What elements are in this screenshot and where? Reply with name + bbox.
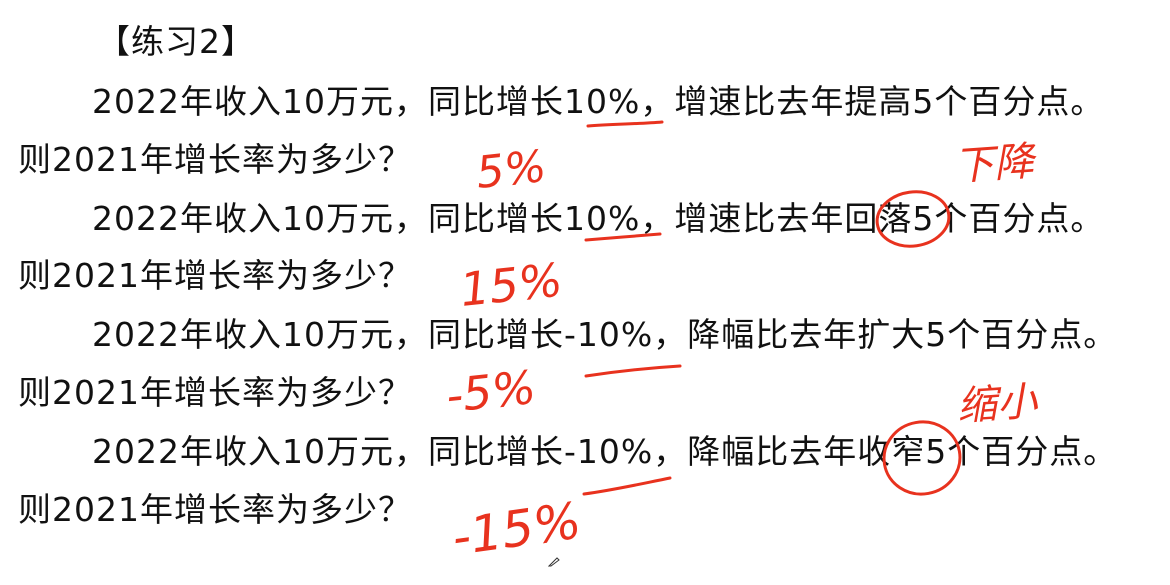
exercise-title: 【练习2】 — [97, 22, 255, 61]
question-1-text: 2022年收入10万元，同比增长10%，增速比去年提高5个百分点。 — [92, 82, 1105, 121]
handwritten-answer-3: -5% — [444, 360, 539, 423]
question-4-prompt: 则2021年增长率为多少？ — [18, 490, 412, 529]
question-3-text: 2022年收入10万元，同比增长-10%，降幅比去年扩大5个百分点。 — [92, 315, 1118, 354]
handwritten-answer-4: -15% — [449, 491, 585, 566]
question-2-text: 2022年收入10万元，同比增长10%，增速比去年回落5个百分点。 — [92, 199, 1105, 238]
handwritten-answer-1: 5% — [474, 141, 549, 199]
question-1-prompt: 则2021年增长率为多少？ — [18, 140, 412, 179]
underline-4 — [582, 476, 672, 496]
handwritten-note-4: 缩小 — [955, 378, 1039, 430]
underline-3 — [584, 364, 682, 378]
underline-1 — [586, 120, 664, 128]
handwritten-note-2: 下降 — [952, 138, 1039, 190]
question-2-prompt: 则2021年增长率为多少？ — [18, 256, 412, 295]
question-3-prompt: 则2021年增长率为多少？ — [18, 373, 412, 412]
handwritten-answer-2: 15% — [458, 253, 565, 317]
pen-cursor-icon — [548, 557, 560, 567]
question-4-text: 2022年收入10万元，同比增长-10%，降幅比去年收窄5个百分点。 — [92, 432, 1118, 471]
